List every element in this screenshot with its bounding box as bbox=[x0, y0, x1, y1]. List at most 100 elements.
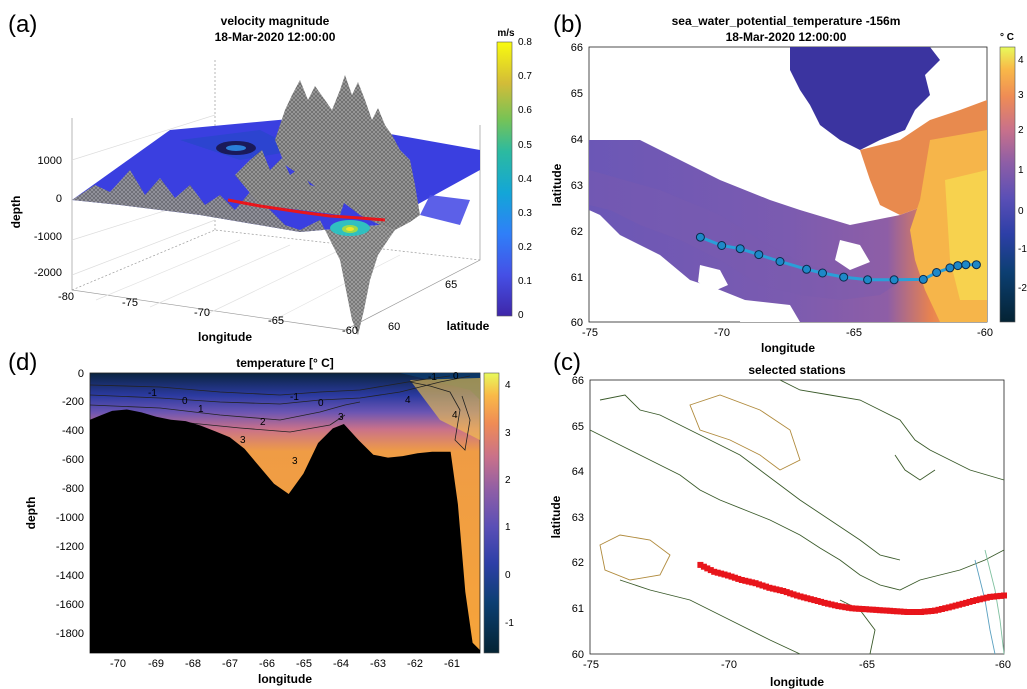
panel-b-yticks: 66 65 64 63 62 61 60 bbox=[571, 42, 583, 329]
z-tick: 0 bbox=[56, 193, 62, 205]
station-marker bbox=[945, 263, 955, 273]
station-marker bbox=[725, 572, 731, 579]
station-marker bbox=[763, 583, 769, 590]
y-tick: 64 bbox=[571, 134, 583, 146]
station-marker bbox=[839, 272, 849, 282]
contour-label: 1 bbox=[198, 404, 204, 415]
cb-tick: 0.8 bbox=[518, 37, 532, 48]
contour-label: 4 bbox=[452, 410, 458, 421]
y-tick: 62 bbox=[571, 226, 583, 238]
station-marker bbox=[804, 595, 811, 602]
station-marker bbox=[783, 589, 790, 596]
x-tick: -60 bbox=[977, 327, 993, 339]
z-tick: -1000 bbox=[34, 231, 62, 243]
station-marker bbox=[787, 590, 794, 597]
station-marker bbox=[956, 601, 963, 608]
station-marker bbox=[807, 596, 814, 603]
cb-tick: -2 bbox=[1018, 283, 1027, 294]
panel-c-title: selected stations bbox=[748, 363, 846, 377]
station-marker bbox=[907, 609, 914, 615]
station-marker bbox=[890, 608, 897, 615]
station-marker bbox=[766, 584, 773, 591]
contour-label: 2 bbox=[260, 417, 266, 428]
panel-d-title: temperature [° C] bbox=[236, 356, 333, 370]
station-marker bbox=[704, 565, 711, 572]
y-tick: -1200 bbox=[56, 541, 84, 553]
x-tick: -68 bbox=[185, 658, 201, 670]
panel-b-stations bbox=[695, 232, 981, 285]
station-marker bbox=[918, 274, 928, 284]
station-marker bbox=[973, 597, 980, 604]
y-tick: 64 bbox=[572, 466, 584, 478]
cb-tick: 0.6 bbox=[518, 105, 532, 116]
panel-d-yticks: 0 -200 -400 -600 -800 -1000 -1200 -1400 … bbox=[56, 368, 84, 640]
station-marker bbox=[932, 268, 942, 277]
contour-label: 4 bbox=[405, 395, 411, 406]
panel-b-colorbar-ticks: 4 3 2 1 0 -1 -2 bbox=[1018, 55, 1027, 294]
station-marker bbox=[938, 606, 945, 612]
station-marker bbox=[873, 606, 880, 613]
y-tick: 61 bbox=[571, 272, 583, 284]
contour-label: 3 bbox=[240, 435, 246, 446]
station-marker bbox=[749, 579, 756, 586]
panel-a-zlabel: depth bbox=[9, 196, 23, 229]
panel-c-xticks: -75 -70 -65 -60 bbox=[583, 659, 1011, 671]
station-marker bbox=[776, 587, 783, 594]
station-marker bbox=[966, 598, 973, 605]
station-marker bbox=[780, 588, 787, 594]
cb-tick: 0.5 bbox=[518, 140, 532, 151]
x-tick: -70 bbox=[110, 658, 126, 670]
cb-tick: 0 bbox=[518, 310, 524, 321]
panel-a-xticks: -80 -75 -70 -65 -60 bbox=[58, 291, 358, 337]
station-marker bbox=[945, 604, 952, 611]
panel-a-colorbar-unit: m/s bbox=[497, 28, 515, 39]
station-marker bbox=[876, 607, 883, 614]
station-marker bbox=[735, 244, 745, 254]
panel-d-xticks: -70 -69 -68 -67 -66 -65 -64 -63 -62 -61 bbox=[110, 658, 460, 670]
station-marker bbox=[769, 585, 776, 592]
y-tick: 60 bbox=[388, 321, 400, 333]
y-tick: 62 bbox=[572, 557, 584, 569]
panel-c-stations bbox=[697, 561, 1007, 615]
panel-d-bathymetry bbox=[90, 409, 480, 653]
station-marker bbox=[797, 593, 804, 600]
cb-tick: 1 bbox=[505, 522, 511, 533]
panel-b-ylabel: latitude bbox=[550, 163, 564, 206]
station-marker bbox=[894, 608, 900, 615]
panel-b-xlabel: longitude bbox=[761, 341, 815, 355]
panel-b-colorbar bbox=[999, 46, 1016, 323]
panel-b-ocean-strait bbox=[589, 140, 987, 322]
station-marker bbox=[932, 607, 938, 614]
z-tick: -2000 bbox=[34, 267, 62, 279]
x-tick: -75 bbox=[583, 659, 599, 671]
station-marker bbox=[802, 264, 812, 274]
station-marker bbox=[790, 591, 797, 598]
x-tick: -65 bbox=[296, 658, 312, 670]
station-marker bbox=[821, 599, 828, 606]
panel-b: (b) sea_water_potential_temperature -156… bbox=[550, 11, 1027, 355]
y-tick: -400 bbox=[62, 425, 84, 437]
station-marker bbox=[971, 260, 981, 270]
station-marker bbox=[918, 609, 925, 615]
station-marker bbox=[828, 601, 835, 608]
y-tick: 66 bbox=[571, 42, 583, 54]
station-marker bbox=[980, 595, 987, 602]
station-marker bbox=[818, 598, 825, 605]
y-tick: 0 bbox=[78, 368, 84, 380]
panel-c-coastlines bbox=[589, 379, 1005, 655]
panel-c-label: (c) bbox=[553, 349, 581, 376]
cb-tick: 0.7 bbox=[518, 71, 532, 82]
panel-b-xticks: -75 -70 -65 -60 bbox=[582, 327, 993, 339]
panel-c: (c) selected stations 66 65 64 63 62 61 … bbox=[549, 349, 1011, 689]
station-marker bbox=[921, 608, 928, 615]
panel-d-label: (d) bbox=[8, 349, 37, 376]
station-marker bbox=[707, 567, 714, 574]
station-marker bbox=[994, 593, 1001, 600]
cb-tick: 0.2 bbox=[518, 242, 532, 253]
cb-tick: 1 bbox=[1018, 165, 1024, 176]
contour-label: 0 bbox=[182, 396, 188, 407]
y-tick: 60 bbox=[571, 317, 583, 329]
x-tick: -65 bbox=[268, 315, 284, 327]
station-marker bbox=[852, 605, 859, 612]
contour-label: 3 bbox=[338, 412, 344, 423]
